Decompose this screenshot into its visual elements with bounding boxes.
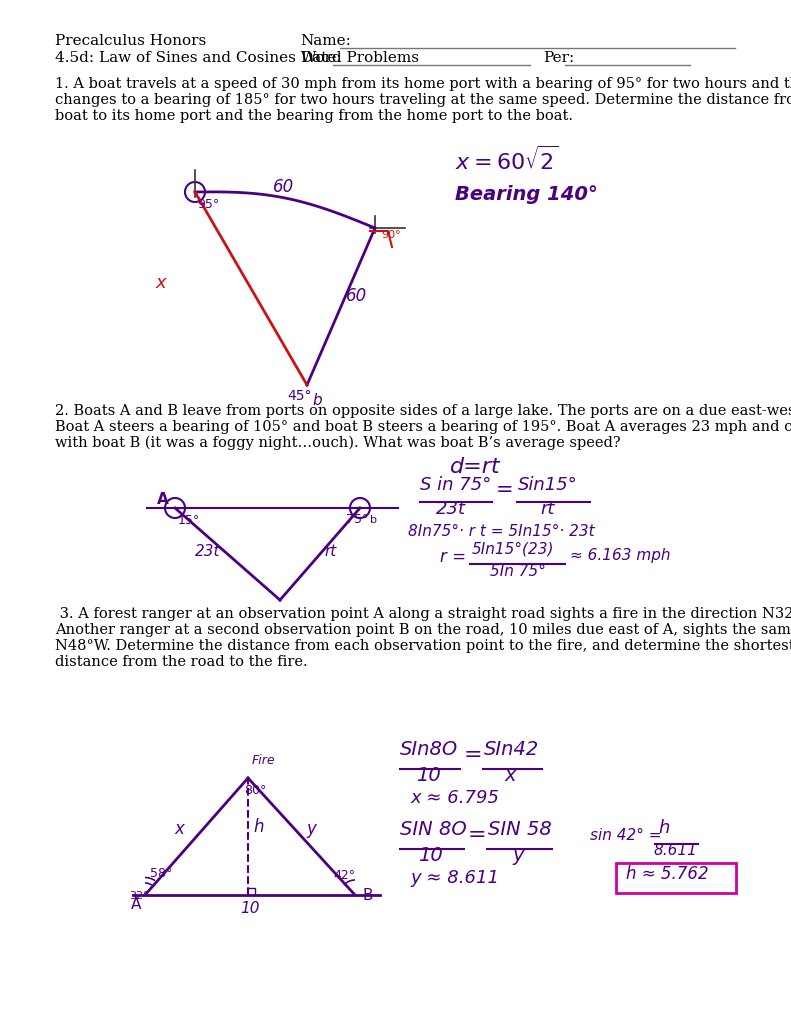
Text: 60: 60 <box>273 178 294 196</box>
Text: =: = <box>464 745 483 765</box>
Text: 2. Boats A and B leave from ports on opposite sides of a large lake. The ports a: 2. Boats A and B leave from ports on opp… <box>55 404 791 418</box>
Text: h: h <box>253 818 263 836</box>
Text: Another ranger at a second observation point B on the road, 10 miles due east of: Another ranger at a second observation p… <box>55 623 791 637</box>
Text: 80°: 80° <box>244 784 267 797</box>
Text: Per:: Per: <box>543 51 574 65</box>
Text: b: b <box>312 393 322 408</box>
Text: 32°: 32° <box>129 891 149 901</box>
Text: 58°: 58° <box>150 867 172 880</box>
Text: =: = <box>496 480 513 500</box>
Text: Name:: Name: <box>300 34 351 48</box>
Text: 3. A forest ranger at an observation point A along a straight road sights a fire: 3. A forest ranger at an observation poi… <box>55 607 791 621</box>
Text: B: B <box>363 888 373 903</box>
Text: changes to a bearing of 185° for two hours traveling at the same speed. Determin: changes to a bearing of 185° for two hou… <box>55 93 791 106</box>
Text: ≈ 6.163 mph: ≈ 6.163 mph <box>570 548 671 563</box>
Text: N48°W. Determine the distance from each observation point to the fire, and deter: N48°W. Determine the distance from each … <box>55 639 791 653</box>
Text: y ≈ 8.611: y ≈ 8.611 <box>410 869 499 887</box>
Text: x: x <box>174 820 184 838</box>
Text: boat to its home port and the bearing from the home port to the boat.: boat to its home port and the bearing fr… <box>55 109 573 123</box>
Text: y: y <box>306 820 316 838</box>
Text: b: b <box>370 515 377 525</box>
Text: SIn42: SIn42 <box>484 740 539 759</box>
Text: Bearing 140°: Bearing 140° <box>455 185 598 204</box>
Text: sin 42° =: sin 42° = <box>590 828 661 843</box>
Text: rt: rt <box>324 544 336 559</box>
Text: 1. A boat travels at a speed of 30 mph from its home port with a bearing of 95° : 1. A boat travels at a speed of 30 mph f… <box>55 77 791 91</box>
Text: $x=60\sqrt{2}$: $x=60\sqrt{2}$ <box>455 145 559 174</box>
Text: 75°: 75° <box>346 513 369 526</box>
Text: 23t: 23t <box>195 544 221 559</box>
Text: 60: 60 <box>346 287 367 305</box>
Text: 10: 10 <box>416 766 441 785</box>
Text: distance from the road to the fire.: distance from the road to the fire. <box>55 655 308 669</box>
Text: 10: 10 <box>418 846 443 865</box>
Text: 23t: 23t <box>436 500 466 518</box>
Text: Boat A steers a bearing of 105° and boat B steers a bearing of 195°. Boat A aver: Boat A steers a bearing of 105° and boat… <box>55 420 791 434</box>
Text: 5In 75°: 5In 75° <box>490 564 546 579</box>
Text: SIN 58: SIN 58 <box>488 820 552 839</box>
Text: x: x <box>155 274 165 292</box>
Text: 42°: 42° <box>333 869 355 882</box>
Text: d=rt: d=rt <box>450 457 501 477</box>
Text: 90°: 90° <box>381 230 400 240</box>
Text: x: x <box>505 766 517 785</box>
Text: rt: rt <box>540 500 554 518</box>
Text: h ≈ 5.762: h ≈ 5.762 <box>626 865 709 883</box>
Text: Precalculus Honors: Precalculus Honors <box>55 34 206 48</box>
Text: r =: r = <box>440 548 466 566</box>
Text: Sin15°: Sin15° <box>518 476 577 494</box>
Text: A: A <box>157 492 168 507</box>
Text: =: = <box>468 825 486 845</box>
Text: 4.5d: Law of Sines and Cosines Word Problems: 4.5d: Law of Sines and Cosines Word Prob… <box>55 51 419 65</box>
Text: A: A <box>131 897 142 912</box>
Text: Date:: Date: <box>300 51 342 65</box>
Text: 15°: 15° <box>178 514 200 527</box>
Text: 8.611: 8.611 <box>653 843 697 858</box>
FancyBboxPatch shape <box>616 863 736 893</box>
Text: h: h <box>658 819 669 837</box>
Text: S in 75°: S in 75° <box>420 476 491 494</box>
Text: 95°: 95° <box>197 198 219 211</box>
Text: 10: 10 <box>240 901 259 916</box>
Text: x ≈ 6.795: x ≈ 6.795 <box>410 790 499 807</box>
Text: y: y <box>512 846 524 865</box>
Text: 45°: 45° <box>287 389 312 403</box>
Text: with boat B (it was a foggy night…ouch). What was boat B’s average speed?: with boat B (it was a foggy night…ouch).… <box>55 435 621 450</box>
Text: Fire: Fire <box>252 754 275 767</box>
Text: 5In15°(23): 5In15°(23) <box>472 542 554 557</box>
Text: SIN 8O: SIN 8O <box>400 820 467 839</box>
Text: 8In75°· r t = 5In15°· 23t: 8In75°· r t = 5In15°· 23t <box>408 524 595 539</box>
Text: SIn8O: SIn8O <box>400 740 458 759</box>
